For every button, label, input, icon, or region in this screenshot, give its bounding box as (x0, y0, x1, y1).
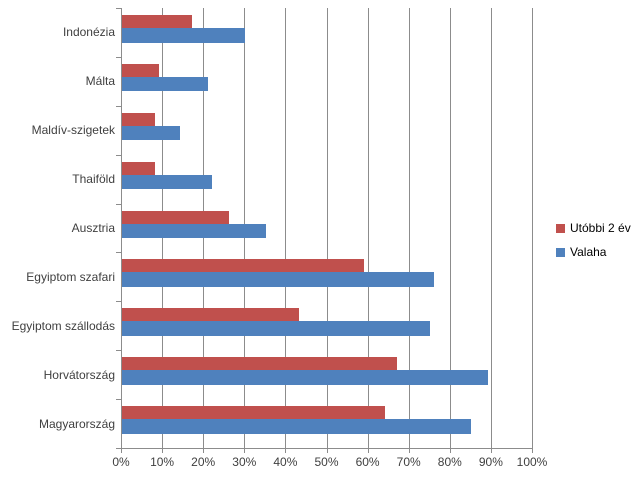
y-axis-tick (116, 252, 121, 254)
x-axis-tick (244, 448, 246, 453)
y-axis-tick (116, 350, 121, 352)
legend-item-utobbi-2-ev: Utóbbi 2 év (556, 221, 631, 235)
gridline (532, 8, 533, 448)
x-axis-tick-label: 20% (191, 455, 216, 469)
bar-series-1 (122, 125, 180, 141)
category-label: Indonézia (62, 25, 115, 40)
bar-series-0 (122, 308, 299, 322)
bar-series-1 (122, 370, 488, 385)
y-axis-tick (116, 301, 121, 303)
x-axis-tick (203, 448, 205, 453)
y-axis-tick (116, 8, 121, 9)
gridline (121, 8, 122, 448)
x-axis-tick (490, 448, 492, 453)
gridline (367, 8, 369, 448)
bar-series-1 (122, 223, 266, 239)
category-label: Egyiptom szállodás (11, 318, 115, 333)
x-axis-tick (326, 448, 328, 453)
gridline (285, 8, 287, 448)
x-axis-line (121, 448, 532, 449)
y-axis-tick (116, 154, 121, 156)
category-label: Málta (85, 74, 115, 89)
x-axis-tick-label: 90% (478, 455, 503, 469)
bar-series-0 (122, 63, 159, 77)
bar-series-1 (122, 28, 246, 43)
gridline (490, 8, 492, 448)
x-axis-tick-label: 10% (150, 455, 175, 469)
x-axis-tick-label: 40% (273, 455, 298, 469)
x-axis-tick (408, 448, 410, 453)
y-axis-tick (116, 399, 121, 401)
x-axis-tick-label: 30% (232, 455, 257, 469)
legend-label: Valaha (570, 245, 607, 259)
x-axis-tick (285, 448, 287, 453)
gridline (408, 8, 410, 448)
x-axis-tick-label: 80% (437, 455, 462, 469)
bar-series-0 (122, 406, 386, 420)
bar-series-1 (122, 174, 213, 190)
category-label: Magyarország (38, 416, 115, 431)
category-label: Ausztria (71, 221, 115, 235)
gridline (449, 8, 451, 448)
x-axis-tick (367, 448, 369, 453)
y-axis-tick (116, 203, 121, 205)
x-axis-tick-label: 60% (355, 455, 380, 469)
category-label: Thaiföld (72, 172, 115, 187)
legend-swatch-blue-icon (556, 247, 565, 257)
x-axis-tick-label: 0% (112, 455, 130, 469)
bar-series-1 (122, 419, 472, 434)
legend-swatch-red-icon (556, 223, 565, 233)
bar-series-0 (122, 112, 155, 126)
bar-series-0 (122, 161, 155, 175)
y-axis-tick (116, 56, 121, 58)
x-axis-tick (532, 448, 533, 453)
y-axis-tick (116, 105, 121, 107)
bar-series-1 (122, 321, 431, 336)
category-label: Egyiptom szafari (26, 269, 115, 284)
x-axis-tick-label: 70% (396, 455, 421, 469)
bar-series-0 (122, 15, 192, 28)
x-axis-tick (449, 448, 451, 453)
y-axis-tick (116, 448, 121, 449)
x-axis-tick-label: 100% (516, 455, 548, 469)
x-axis-tick-label: 50% (314, 455, 339, 469)
bar-series-1 (122, 76, 209, 92)
bar-series-1 (122, 272, 435, 287)
x-axis-tick (121, 448, 122, 453)
gridline (326, 8, 328, 448)
category-label: Maldív-szigetek (31, 123, 115, 138)
legend-label: Utóbbi 2 év (570, 221, 631, 235)
legend-item-valaha: Valaha (556, 245, 606, 259)
bar-series-0 (122, 210, 229, 224)
category-label: Horvátország (43, 367, 115, 382)
x-axis-tick (162, 448, 164, 453)
bar-series-0 (122, 357, 398, 371)
bar-series-0 (122, 259, 365, 273)
